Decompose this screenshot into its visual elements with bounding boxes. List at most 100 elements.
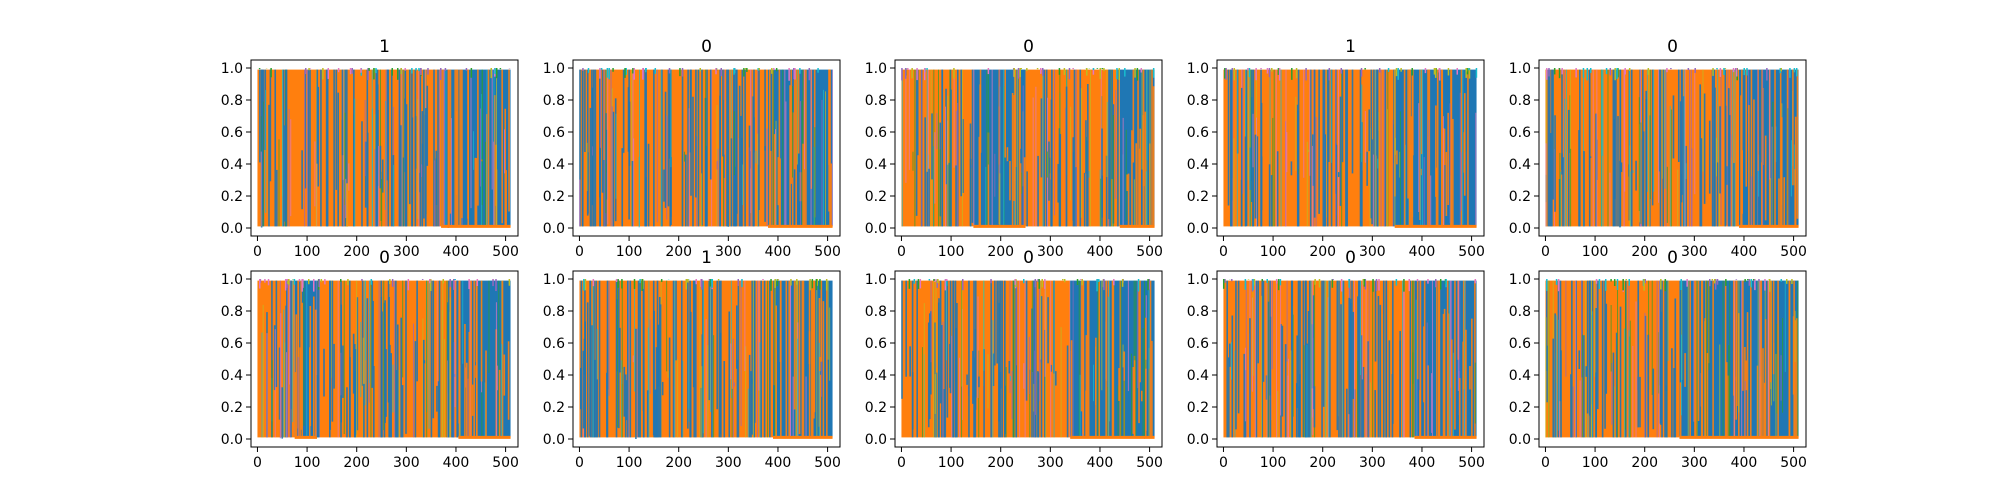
y-tick-label: 1.0 — [543, 272, 565, 288]
subplot-title: 0 — [379, 248, 390, 268]
y-tick-label: 0.6 — [1509, 336, 1531, 352]
y-tick-label: 0.4 — [543, 157, 565, 173]
y-tick-label: 0.6 — [1187, 336, 1209, 352]
x-tick-label: 400 — [1731, 455, 1758, 471]
x-tick-label: 0 — [897, 455, 906, 471]
x-tick-label: 300 — [393, 244, 420, 260]
series-area-blue — [1739, 69, 1799, 227]
plot-area — [901, 279, 1155, 439]
x-tick-label: 400 — [765, 455, 792, 471]
y-tick-label: 0.0 — [1187, 432, 1209, 448]
y-tick-label: 0.6 — [543, 336, 565, 352]
subplot-1: 0 100 200 300 400 500 0.0 0.2 0.4 0.6 0.8 1.0 1 — [221, 37, 519, 260]
x-tick-label: 400 — [1409, 455, 1436, 471]
x-tick-label: 300 — [1037, 244, 1064, 260]
x-tick-label: 500 — [1780, 455, 1807, 471]
y-tick-label: 0.6 — [865, 336, 887, 352]
x-tick-label: 0 — [575, 244, 584, 260]
y-tick-label: 0.2 — [543, 189, 565, 205]
y-tick-label: 0.2 — [1187, 400, 1209, 416]
y-tick-label: 0.2 — [1509, 189, 1531, 205]
x-tick-label: 400 — [1087, 244, 1114, 260]
subplot-7: 0 100 200 300 400 500 0.0 0.2 0.4 0.6 0.8 1.0 1 — [543, 248, 841, 471]
x-tick-label: 400 — [443, 455, 470, 471]
axes-frame — [1216, 270, 1485, 448]
x-tick-label: 100 — [294, 455, 321, 471]
x-tick-label: 500 — [1136, 244, 1163, 260]
y-tick-label: 0.2 — [865, 189, 887, 205]
axes-frame — [894, 270, 1163, 448]
x-tick-label: 200 — [343, 455, 370, 471]
x-tick-label: 100 — [616, 244, 643, 260]
y-tick-label: 0.6 — [221, 336, 243, 352]
subplot-title: 0 — [701, 37, 712, 57]
x-tick-label: 200 — [987, 244, 1014, 260]
plot-area — [257, 279, 511, 439]
series-area-blue — [1119, 69, 1155, 227]
x-tick-label: 300 — [1681, 244, 1708, 260]
y-tick-label: 0.8 — [1509, 304, 1531, 320]
x-tick-label: 500 — [492, 244, 519, 260]
plot-area — [579, 279, 833, 439]
x-tick-label: 400 — [1087, 455, 1114, 471]
y-tick-label: 0.2 — [543, 400, 565, 416]
axes-frame — [572, 59, 841, 237]
axes-frame — [250, 59, 519, 237]
y-tick-label: 0.6 — [221, 125, 243, 141]
subplot-10: 0 100 200 300 400 500 0.0 0.2 0.4 0.6 0.8 1.0 0 — [1509, 248, 1807, 471]
y-tick-label: 0.4 — [865, 368, 887, 384]
axes-frame — [1216, 59, 1485, 237]
y-tick-label: 0.0 — [1509, 432, 1531, 448]
y-tick-label: 0.2 — [221, 400, 243, 416]
y-tick-label: 0.8 — [221, 93, 243, 109]
y-tick-label: 0.8 — [543, 93, 565, 109]
y-tick-label: 0.2 — [865, 400, 887, 416]
x-tick-label: 0 — [253, 455, 262, 471]
plot-area — [257, 68, 511, 228]
y-tick-label: 0.2 — [1509, 400, 1531, 416]
y-tick-label: 0.6 — [543, 125, 565, 141]
y-tick-label: 0.4 — [1509, 368, 1531, 384]
x-tick-label: 200 — [987, 455, 1014, 471]
axes-frame — [250, 270, 519, 448]
x-tick-label: 400 — [443, 244, 470, 260]
axes-frame — [894, 59, 1163, 237]
y-tick-label: 0.8 — [865, 93, 887, 109]
x-tick-label: 300 — [1359, 455, 1386, 471]
x-tick-label: 100 — [938, 244, 965, 260]
x-tick-label: 500 — [1136, 455, 1163, 471]
subplot-3: 0 100 200 300 400 500 0.0 0.2 0.4 0.6 0.8 1.0 0 — [865, 37, 1163, 260]
y-tick-label: 1.0 — [1509, 272, 1531, 288]
x-tick-label: 100 — [294, 244, 321, 260]
subplot-9: 0 100 200 300 400 500 0.0 0.2 0.4 0.6 0.8 1.0 0 — [1187, 248, 1485, 471]
y-tick-label: 0.0 — [865, 432, 887, 448]
y-tick-label: 0.0 — [543, 432, 565, 448]
subplot-5: 0 100 200 300 400 500 0.0 0.2 0.4 0.6 0.8 1.0 0 — [1509, 37, 1807, 260]
x-tick-label: 200 — [343, 244, 370, 260]
x-tick-label: 0 — [897, 244, 906, 260]
subplot-title: 0 — [1023, 248, 1034, 268]
x-tick-label: 0 — [1541, 455, 1550, 471]
subplot-4: 0 100 200 300 400 500 0.0 0.2 0.4 0.6 0.8 1.0 1 — [1187, 37, 1485, 260]
plot-area — [579, 68, 833, 228]
x-tick-label: 100 — [1582, 244, 1609, 260]
x-tick-label: 0 — [575, 455, 584, 471]
x-tick-label: 300 — [715, 244, 742, 260]
y-tick-label: 0.4 — [1187, 157, 1209, 173]
plot-area — [901, 68, 1155, 228]
y-tick-label: 0.4 — [221, 157, 243, 173]
plot-area — [1222, 279, 1477, 439]
subplot-title: 0 — [1667, 248, 1678, 268]
x-tick-label: 200 — [1631, 455, 1658, 471]
subplot-6: 0 100 200 300 400 500 0.0 0.2 0.4 0.6 0.8 1.0 0 — [221, 248, 519, 471]
plot-area — [1223, 68, 1478, 228]
y-tick-label: 1.0 — [1509, 61, 1531, 77]
y-tick-label: 0.0 — [1187, 221, 1209, 237]
y-tick-label: 0.2 — [221, 189, 243, 205]
y-tick-label: 0.8 — [865, 304, 887, 320]
x-tick-label: 500 — [1780, 244, 1807, 260]
y-tick-label: 0.0 — [1509, 221, 1531, 237]
y-tick-label: 1.0 — [865, 272, 887, 288]
subplot-title: 0 — [1345, 248, 1356, 268]
